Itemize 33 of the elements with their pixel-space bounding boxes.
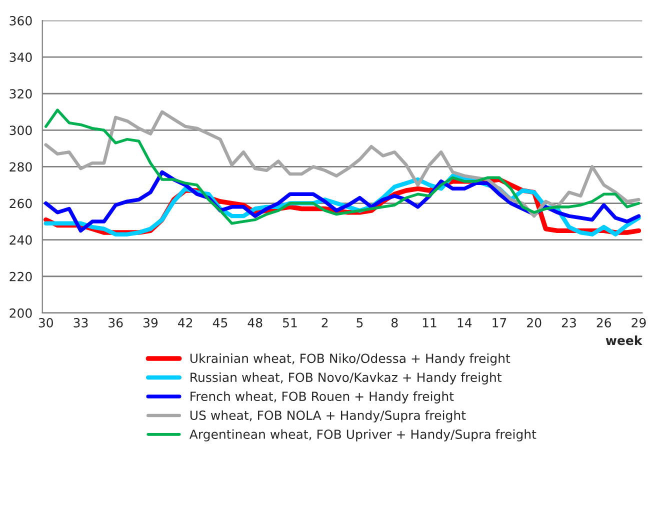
- x-tick-label: 2: [322, 318, 328, 328]
- x-tick-label: 8: [391, 318, 398, 328]
- x-tick-label: 29: [632, 318, 646, 328]
- legend-label: Argentinean wheat, FOB Upriver + Handy/Supra freight: [189, 429, 536, 442]
- y-tick-label: 300: [10, 126, 32, 136]
- x-tick-label: 33: [74, 318, 88, 328]
- legend-label: Ukrainian wheat, FOB Niko/Odessa + Handy freight: [190, 353, 510, 366]
- legend-label: French wheat, FOB Rouen + Handy freight: [190, 391, 454, 404]
- x-tick-label: 30: [38, 318, 53, 328]
- legend-label: US wheat, FOB NOLA + Handy/Supra freight: [190, 410, 466, 422]
- y-tick-label: 360: [10, 16, 32, 26]
- y-tick-label: 280: [10, 162, 32, 172]
- y-tick-label: 200: [10, 308, 32, 318]
- x-tick-label: 42: [178, 318, 192, 328]
- x-tick-label: 36: [108, 318, 123, 328]
- y-tick-label: 240: [10, 235, 32, 245]
- legend-label: Russian wheat, FOB Novo/Kavkaz + Handy freight: [190, 372, 502, 384]
- x-tick-label: 20: [527, 318, 542, 328]
- x-tick-label: 5: [356, 318, 363, 328]
- y-tick-label: 320: [10, 89, 32, 99]
- x-tick-label: 51: [283, 318, 297, 328]
- x-tick-label: 11: [422, 318, 436, 328]
- x-axis-title: week: [606, 335, 642, 346]
- x-tick-label: 23: [562, 318, 576, 328]
- y-tick-label: 340: [10, 52, 32, 62]
- x-tick-label: 26: [596, 318, 612, 328]
- x-tick-label: 48: [248, 318, 262, 328]
- x-tick-label: 17: [492, 318, 506, 328]
- y-tick-label: 260: [10, 198, 32, 208]
- x-tick-label: 39: [143, 318, 158, 328]
- x-tick-label: 45: [212, 318, 228, 328]
- y-tick-label: 220: [10, 272, 32, 282]
- x-tick-label: 14: [458, 318, 472, 328]
